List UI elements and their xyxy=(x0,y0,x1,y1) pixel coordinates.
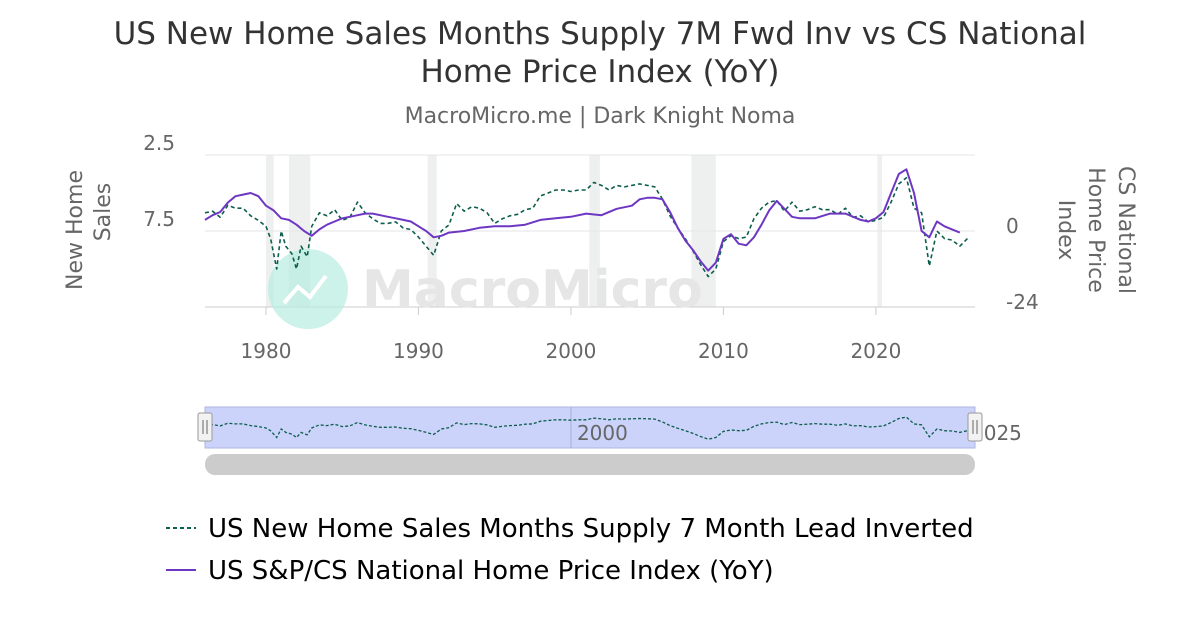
navigator-right-handle[interactable] xyxy=(967,412,983,442)
left-tick-label-1: 7.5 xyxy=(143,207,175,231)
x-tick-label-2010: 2010 xyxy=(698,339,749,363)
navigator-series-line xyxy=(204,416,968,440)
chart-title-line1: US New Home Sales Months Supply 7M Fwd I… xyxy=(114,16,1087,52)
right-axis-title-line2: Home Price xyxy=(1083,167,1108,293)
legend: US New Home Sales Months Supply 7 Month … xyxy=(166,514,974,586)
navigator-left-handle[interactable] xyxy=(197,412,213,442)
chart-subtitle: MacroMicro.me | Dark Knight Noma xyxy=(405,104,796,129)
left-axis-title-line1: New Home xyxy=(63,170,88,290)
x-tick-label-1990: 1990 xyxy=(393,339,444,363)
legend-label-home-price-index: US S&P/CS National Home Price Index (YoY… xyxy=(208,556,774,586)
navigator-scrollbar[interactable] xyxy=(205,454,975,475)
watermark: MacroMicro xyxy=(268,249,703,329)
series-layer xyxy=(204,168,968,278)
watermark-chart-icon xyxy=(282,274,328,305)
legend-item-home-price-index[interactable]: US S&P/CS National Home Price Index (YoY… xyxy=(166,556,774,586)
series-line-0 xyxy=(204,177,968,278)
x-tick-label-1980: 1980 xyxy=(241,339,292,363)
navigator[interactable]: 2000 2025 xyxy=(197,406,1022,449)
chart-title-line2: Home Price Index (YoY) xyxy=(421,54,780,90)
watermark-text: MacroMicro xyxy=(362,260,703,320)
right-axis-ticks: 0 -24 xyxy=(1006,214,1039,314)
x-axis-ticks: 1980 1990 2000 2010 2020 xyxy=(241,307,901,363)
left-tick-label-0: 2.5 xyxy=(143,131,175,155)
watermark-logo-icon xyxy=(268,249,348,329)
right-axis-title-line1: CS National xyxy=(1113,166,1138,294)
right-tick-label-1: -24 xyxy=(1006,290,1039,314)
x-tick-label-2000: 2000 xyxy=(545,339,596,363)
legend-label-months-supply: US New Home Sales Months Supply 7 Month … xyxy=(208,514,974,544)
navigator-tick-2000: 2000 xyxy=(577,421,628,445)
left-axis-title-line2: Sales xyxy=(91,183,116,242)
navigator-selection[interactable] xyxy=(204,406,976,449)
legend-item-months-supply[interactable]: US New Home Sales Months Supply 7 Month … xyxy=(166,514,974,544)
right-axis-title-line3: Index xyxy=(1053,200,1078,261)
left-axis-ticks: 2.5 7.5 xyxy=(143,131,175,231)
series-line-1 xyxy=(204,168,961,272)
gridlines xyxy=(205,154,975,308)
right-tick-label-0: 0 xyxy=(1006,214,1019,238)
x-tick-label-2020: 2020 xyxy=(850,339,901,363)
